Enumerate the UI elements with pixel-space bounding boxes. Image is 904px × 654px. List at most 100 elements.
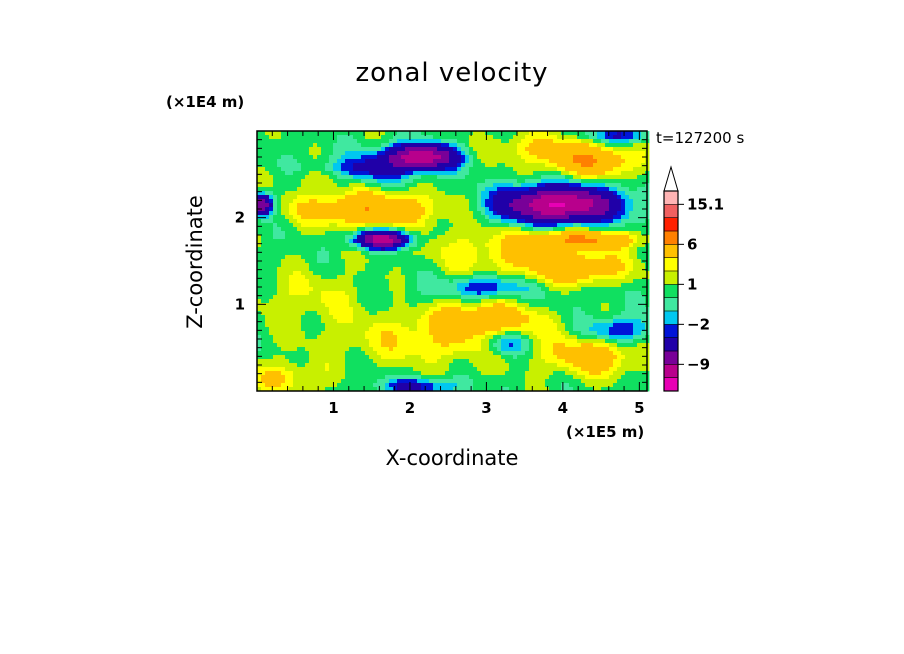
field-cell — [329, 319, 334, 324]
field-cell — [325, 311, 330, 316]
field-cell — [433, 167, 438, 172]
field-cell — [537, 291, 542, 296]
field-cell — [521, 291, 526, 296]
field-cell — [609, 171, 614, 176]
field-cell — [525, 207, 530, 212]
field-cell — [509, 251, 514, 256]
field-cell — [577, 223, 582, 228]
field-cell — [293, 259, 298, 264]
field-cell — [593, 131, 598, 136]
field-cell — [501, 303, 506, 308]
field-cell — [545, 307, 550, 312]
field-cell — [457, 283, 462, 288]
field-cell — [325, 259, 330, 264]
field-cell — [405, 191, 410, 196]
field-cell — [497, 143, 502, 148]
field-cell — [597, 251, 602, 256]
field-cell — [329, 243, 334, 248]
field-cell — [641, 223, 646, 228]
field-cell — [625, 319, 630, 324]
field-cell — [573, 287, 578, 292]
field-cell — [553, 255, 558, 260]
field-cell — [561, 163, 566, 168]
field-cell — [557, 251, 562, 256]
field-cell — [265, 287, 270, 292]
field-cell — [533, 227, 538, 232]
field-cell — [577, 139, 582, 144]
field-cell — [593, 163, 598, 168]
field-cell — [405, 327, 410, 332]
field-cell — [573, 231, 578, 236]
field-cell — [321, 131, 326, 136]
field-cell — [341, 151, 346, 156]
field-cell — [329, 271, 334, 276]
field-cell — [609, 159, 614, 164]
field-cell — [385, 311, 390, 316]
field-cell — [457, 215, 462, 220]
field-cell — [505, 267, 510, 272]
field-cell — [581, 227, 586, 232]
field-cell — [561, 331, 566, 336]
field-cell — [349, 131, 354, 136]
field-cell — [569, 147, 574, 152]
field-cell — [633, 187, 638, 192]
field-cell — [641, 323, 646, 328]
field-cell — [409, 195, 414, 200]
field-cell — [389, 259, 394, 264]
field-cell — [373, 211, 378, 216]
field-cell — [273, 167, 278, 172]
field-cell — [489, 207, 494, 212]
field-cell — [525, 331, 530, 336]
field-cell — [533, 151, 538, 156]
field-cell — [501, 131, 506, 136]
field-cell — [389, 295, 394, 300]
field-cell — [621, 291, 626, 296]
field-cell — [429, 323, 434, 328]
field-cell — [285, 331, 290, 336]
field-cell — [313, 271, 318, 276]
field-cell — [337, 207, 342, 212]
field-cell — [641, 135, 646, 140]
field-cell — [301, 143, 306, 148]
field-cell — [601, 147, 606, 152]
field-cell — [353, 135, 358, 140]
field-cell — [545, 287, 550, 292]
field-cell — [425, 279, 430, 284]
field-cell — [569, 275, 574, 280]
field-cell — [301, 191, 306, 196]
field-cell — [621, 243, 626, 248]
field-cell — [321, 179, 326, 184]
field-cell — [633, 303, 638, 308]
field-cell — [325, 167, 330, 172]
field-cell — [445, 275, 450, 280]
field-cell — [589, 303, 594, 308]
field-cell — [517, 207, 522, 212]
field-cell — [457, 251, 462, 256]
field-cell — [401, 319, 406, 324]
field-cell — [517, 167, 522, 172]
field-cell — [353, 243, 358, 248]
field-cell — [341, 167, 346, 172]
field-cell — [541, 227, 546, 232]
field-cell — [561, 239, 566, 244]
field-cell — [453, 191, 458, 196]
field-cell — [333, 211, 338, 216]
field-cell — [365, 179, 370, 184]
field-cell — [401, 307, 406, 312]
field-cell — [585, 155, 590, 160]
field-cell — [409, 179, 414, 184]
field-cell — [321, 319, 326, 324]
field-cell — [633, 283, 638, 288]
field-cell — [449, 235, 454, 240]
field-cell — [265, 147, 270, 152]
field-cell — [345, 167, 350, 172]
field-cell — [541, 303, 546, 308]
field-cell — [581, 203, 586, 208]
field-cell — [537, 219, 542, 224]
field-cell — [397, 243, 402, 248]
field-cell — [529, 327, 534, 332]
field-cell — [277, 151, 282, 156]
field-cell — [477, 167, 482, 172]
field-cell — [341, 279, 346, 284]
field-cell — [437, 255, 442, 260]
